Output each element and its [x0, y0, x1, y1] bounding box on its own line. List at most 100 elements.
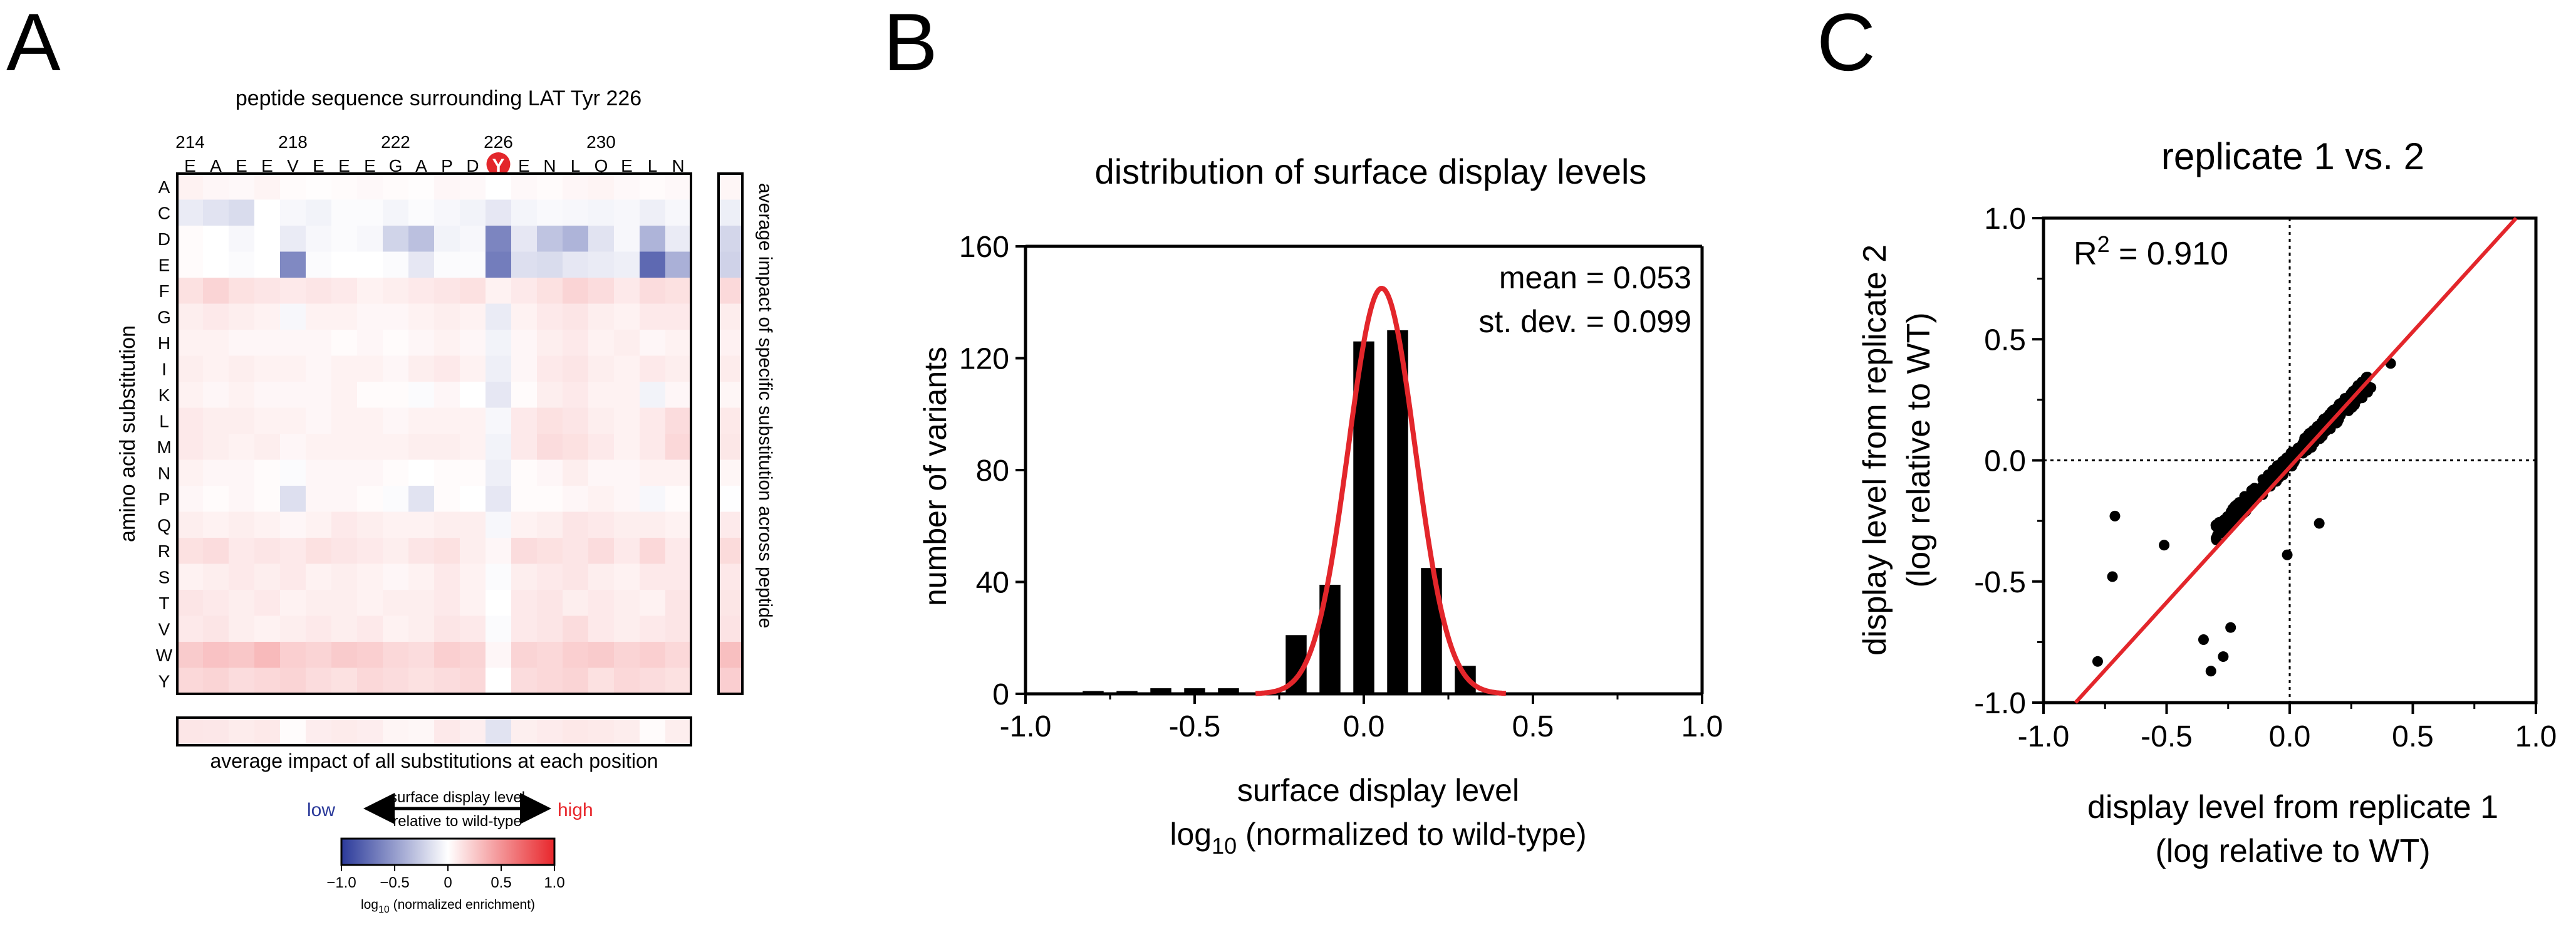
heatmap-cell	[306, 174, 332, 201]
heatmap-cell	[357, 615, 383, 642]
scatter-point	[2215, 525, 2226, 537]
heatmap-cell	[665, 563, 692, 590]
heatmap-cell	[280, 278, 306, 305]
heatmap-cell	[254, 199, 281, 226]
histogram-x-tick-label: -1.0	[1000, 710, 1052, 743]
heatmap-cell	[434, 434, 460, 461]
heatmap-cell	[460, 303, 486, 330]
heatmap-cell	[203, 538, 229, 565]
heatmap-cell	[460, 407, 486, 434]
heatmap-residue-label: Q	[595, 156, 608, 175]
scatter-x-tick-label: 0.0	[2269, 720, 2311, 753]
histogram-bar	[1387, 330, 1408, 694]
heatmap-cell	[614, 382, 640, 409]
heatmap-cell	[460, 226, 486, 253]
heatmap-cell	[383, 278, 409, 305]
heatmap-residue-label: E	[184, 156, 196, 175]
heatmap-cell	[665, 615, 692, 642]
heatmap-cell	[331, 668, 358, 694]
heatmap-row-label: W	[156, 646, 173, 665]
heatmap-cell	[665, 330, 692, 357]
heatmap-cell	[229, 563, 255, 590]
histogram-xlabel-sub: 10	[1212, 833, 1237, 859]
scatter-point	[2366, 382, 2377, 394]
heatmap-cell	[254, 251, 281, 278]
heatmap-cell	[357, 668, 383, 694]
heatmap-cell	[460, 382, 486, 409]
heatmap-cell	[357, 563, 383, 590]
heatmap-cell	[588, 278, 615, 305]
heatmap-cell	[588, 615, 615, 642]
heatmap-cell	[229, 330, 255, 357]
heatmap-cell	[563, 590, 589, 617]
heatmap-row-label: G	[157, 307, 171, 327]
heatmap-cell	[640, 330, 666, 357]
heatmap-residue-label: L	[648, 156, 658, 175]
histogram-y-tick-label: 80	[976, 454, 1009, 488]
heatmap-cell	[665, 434, 692, 461]
heatmap-cell	[203, 226, 229, 253]
heatmap-cell	[254, 615, 281, 642]
heatmap-cell	[640, 459, 666, 486]
histogram-title: distribution of surface display levels	[1095, 152, 1647, 191]
scatter-x-tick-label: 0.5	[2392, 720, 2434, 753]
scatter-point	[2107, 571, 2118, 582]
heatmap-cell	[177, 199, 204, 226]
heatmap-residue-label: E	[236, 156, 247, 175]
heatmap-cell	[486, 330, 512, 357]
heatmap-cell	[357, 199, 383, 226]
heatmap-cell	[383, 382, 409, 409]
heatmap-cell	[640, 563, 666, 590]
heatmap-row-label: T	[158, 594, 169, 613]
heatmap-row-average-cell	[719, 330, 742, 357]
heatmap-cell	[357, 434, 383, 461]
heatmap-column-average-cell	[254, 718, 281, 745]
heatmap-cell	[229, 278, 255, 305]
histogram-y-tick-label: 40	[976, 567, 1009, 600]
heatmap-cell	[383, 642, 409, 669]
heatmap-cell	[383, 251, 409, 278]
heatmap-cell	[665, 199, 692, 226]
heatmap-cell	[511, 330, 538, 357]
heatmap-row-label: M	[157, 437, 171, 457]
heatmap-residue-label: N	[672, 156, 684, 175]
scatter-y-tick-label: 0.5	[1984, 323, 2026, 357]
histogram-bars	[1083, 330, 1476, 694]
heatmap-cell	[640, 538, 666, 565]
heatmap-cell	[357, 407, 383, 434]
heatmap-cell	[640, 615, 666, 642]
heatmap-cell	[331, 615, 358, 642]
heatmap-cell	[537, 486, 563, 513]
heatmap-cell	[614, 486, 640, 513]
heatmap-cell	[563, 486, 589, 513]
heatmap-cell	[254, 538, 281, 565]
heatmap-cell	[331, 278, 358, 305]
heatmap-residue-label: D	[466, 156, 479, 175]
heatmap-cell	[486, 382, 512, 409]
heatmap-cell	[588, 486, 615, 513]
heatmap-cell	[434, 407, 460, 434]
histogram-bar	[1184, 688, 1205, 694]
scatter-point	[2109, 510, 2121, 521]
heatmap-cell	[203, 434, 229, 461]
heatmap-row-average-cell	[719, 407, 742, 434]
heatmap-cell	[511, 251, 538, 278]
heatmap-cell	[665, 278, 692, 305]
heatmap-cell	[434, 278, 460, 305]
heatmap-cell	[331, 355, 358, 382]
heatmap-cell	[203, 407, 229, 434]
heatmap-cell	[280, 251, 306, 278]
heatmap-cell	[486, 303, 512, 330]
heatmap-cell	[563, 459, 589, 486]
heatmap-cell	[177, 563, 204, 590]
heatmap-cell	[280, 303, 306, 330]
heatmap-cell	[254, 382, 281, 409]
heatmap-cell	[203, 251, 229, 278]
heatmap-row-label: L	[159, 411, 169, 431]
heatmap-row-label: E	[158, 255, 170, 275]
heatmap-cell	[408, 642, 435, 669]
scatter-point	[2254, 486, 2265, 497]
heatmap-cell	[588, 330, 615, 357]
heatmap-cell	[537, 538, 563, 565]
heatmap-cell	[229, 511, 255, 538]
